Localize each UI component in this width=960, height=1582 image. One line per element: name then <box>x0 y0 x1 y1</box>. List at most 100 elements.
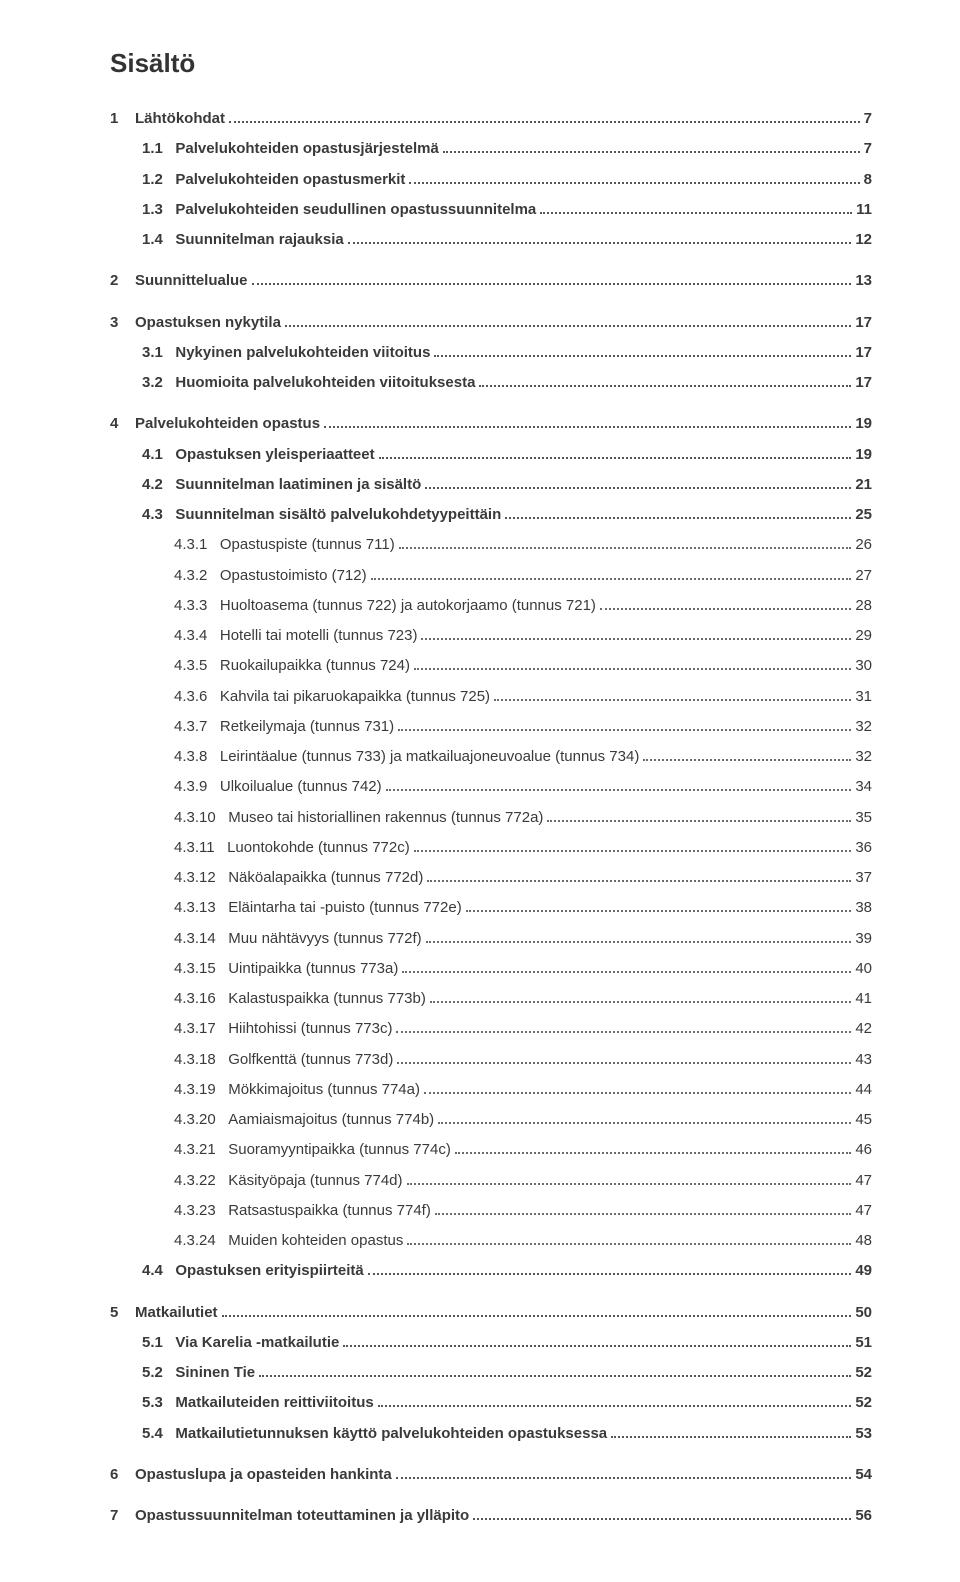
toc-entry-label: Suunnitelman sisältö palvelukohdetyypeit… <box>175 503 501 526</box>
toc-entry-page: 31 <box>855 685 872 708</box>
toc-entry: 6 Opastuslupa ja opasteiden hankinta54 <box>110 1463 872 1486</box>
toc-leader-dots <box>505 507 851 519</box>
toc-entry-label: Opastuslupa ja opasteiden hankinta <box>135 1463 392 1486</box>
toc-entry-label: Suunnitelman rajauksia <box>175 228 343 251</box>
toc-entry: 4.3.13 Eläintarha tai -puisto (tunnus 77… <box>110 896 872 919</box>
toc-leader-dots <box>259 1365 851 1377</box>
toc-leader-dots <box>368 1263 852 1275</box>
toc-leader-dots <box>398 719 851 731</box>
toc-entry-page: 29 <box>855 624 872 647</box>
toc-entry: 4.3.6 Kahvila tai pikaruokapaikka (tunnu… <box>110 685 872 708</box>
toc-entry-label: Lähtökohdat <box>135 107 225 130</box>
toc-entry-label: Leirintäalue (tunnus 733) ja matkailuajo… <box>220 745 639 768</box>
toc-entry-number: 4.3.6 <box>174 685 220 708</box>
toc-entry-number: 4.3.8 <box>174 745 220 768</box>
toc-entry-number: 4.3.18 <box>174 1048 228 1071</box>
toc-entry-number: 2 <box>110 269 135 292</box>
toc-entry-number: 4.3.24 <box>174 1229 228 1252</box>
toc-entry-number: 5.2 <box>142 1361 175 1384</box>
toc-entry-number: 5 <box>110 1301 135 1324</box>
toc-entry-label: Suunnittelualue <box>135 269 248 292</box>
toc-entry-label: Mökkimajoitus (tunnus 774a) <box>228 1078 420 1101</box>
toc-entry-number: 4.3.3 <box>174 594 220 617</box>
toc-entry-number: 7 <box>110 1504 135 1527</box>
toc-leader-dots <box>407 1233 851 1245</box>
toc-entry-label: Palvelukohteiden opastusjärjestelmä <box>175 137 438 160</box>
toc-entry-page: 47 <box>855 1169 872 1192</box>
toc-entry-page: 48 <box>855 1229 872 1252</box>
toc-entry-number: 4.3.12 <box>174 866 228 889</box>
toc-entry: 4.3.7 Retkeilymaja (tunnus 731)32 <box>110 715 872 738</box>
toc-entry-number: 5.3 <box>142 1391 175 1414</box>
toc-entry-page: 27 <box>855 564 872 587</box>
toc-entry-label: Kalastuspaikka (tunnus 773b) <box>228 987 426 1010</box>
toc-entry-label: Muiden kohteiden opastus <box>228 1229 403 1252</box>
toc-entry-label: Suunnitelman laatiminen ja sisältö <box>175 473 421 496</box>
toc-leader-dots <box>379 447 852 459</box>
toc-entry-number: 4.3.9 <box>174 775 220 798</box>
toc-entry-page: 28 <box>855 594 872 617</box>
toc-leader-dots <box>396 1467 852 1479</box>
toc-entry: 4.3.22 Käsityöpaja (tunnus 774d)47 <box>110 1169 872 1192</box>
toc-entry-page: 42 <box>855 1017 872 1040</box>
toc-leader-dots <box>409 172 859 184</box>
toc-leader-dots <box>430 991 851 1003</box>
toc-entry: 1.1 Palvelukohteiden opastusjärjestelmä7 <box>110 137 872 160</box>
toc-entry-page: 50 <box>855 1301 872 1324</box>
toc-entry: 4.3.4 Hotelli tai motelli (tunnus 723)29 <box>110 624 872 647</box>
toc-entry-number: 4.3.11 <box>174 836 227 859</box>
toc-entry: 2 Suunnittelualue13 <box>110 269 872 292</box>
toc-entry-page: 32 <box>855 745 872 768</box>
toc-entry-label: Sininen Tie <box>175 1361 255 1384</box>
toc-entry-page: 53 <box>855 1422 872 1445</box>
toc-entry: 4.3.14 Muu nähtävyys (tunnus 772f)39 <box>110 927 872 950</box>
toc-entry-page: 7 <box>864 107 872 130</box>
toc-entry: 1.4 Suunnitelman rajauksia12 <box>110 228 872 251</box>
toc-entry-label: Palvelukohteiden opastusmerkit <box>175 168 405 191</box>
toc-entry-number: 1.3 <box>142 198 175 221</box>
toc-entry: 4.3.5 Ruokailupaikka (tunnus 724)30 <box>110 654 872 677</box>
toc-entry: 5.4 Matkailutietunnuksen käyttö palveluk… <box>110 1422 872 1445</box>
toc-entry-label: Golfkenttä (tunnus 773d) <box>228 1048 393 1071</box>
toc-leader-dots <box>443 141 860 153</box>
toc-leader-dots <box>285 315 851 327</box>
toc-entry-label: Opastussuunnitelman toteuttaminen ja yll… <box>135 1504 469 1527</box>
toc-entry-label: Museo tai historiallinen rakennus (tunnu… <box>228 806 543 829</box>
toc-entry-number: 4.3.4 <box>174 624 220 647</box>
toc-leader-dots <box>600 598 851 610</box>
toc-entry-label: Ratsastuspaikka (tunnus 774f) <box>228 1199 431 1222</box>
toc-entry: 4.3.9 Ulkoilualue (tunnus 742)34 <box>110 775 872 798</box>
toc-leader-dots <box>386 779 852 791</box>
toc-entry-label: Opastuksen nykytila <box>135 311 281 334</box>
toc-entry-label: Muu nähtävyys (tunnus 772f) <box>228 927 421 950</box>
toc-entry-label: Suoramyyntipaikka (tunnus 774c) <box>228 1138 451 1161</box>
toc-entry-number: 4.3.13 <box>174 896 228 919</box>
toc-entry-number: 3.1 <box>142 341 175 364</box>
toc-entry-number: 4.3.15 <box>174 957 228 980</box>
toc-leader-dots <box>427 870 851 882</box>
toc-entry: 1 Lähtökohdat 7 <box>110 107 872 130</box>
toc-entry-page: 39 <box>855 927 872 950</box>
toc-entry-number: 4.4 <box>142 1259 175 1282</box>
toc-entry: 4.3 Suunnitelman sisältö palvelukohdetyy… <box>110 503 872 526</box>
toc-entry-page: 34 <box>855 775 872 798</box>
toc-entry-number: 4.3 <box>142 503 175 526</box>
toc-entry-number: 1 <box>110 107 135 130</box>
toc-leader-dots <box>466 900 852 912</box>
toc-entry: 4.3.19 Mökkimajoitus (tunnus 774a)44 <box>110 1078 872 1101</box>
toc-entry-number: 4.3.10 <box>174 806 228 829</box>
toc-entry: 4.3.8 Leirintäalue (tunnus 733) ja matka… <box>110 745 872 768</box>
toc-entry-label: Huomioita palvelukohteiden viitoituksest… <box>175 371 475 394</box>
toc-entry-page: 12 <box>855 228 872 251</box>
toc-entry-label: Matkailutietunnuksen käyttö palvelukohte… <box>175 1422 607 1445</box>
toc-entry-page: 32 <box>855 715 872 738</box>
toc-leader-dots <box>324 416 851 428</box>
toc-entry: 3.1 Nykyinen palvelukohteiden viitoitus1… <box>110 341 872 364</box>
toc-leader-dots <box>222 1305 852 1317</box>
toc-entry-page: 40 <box>855 957 872 980</box>
toc-entry-page: 30 <box>855 654 872 677</box>
toc-entry-number: 4.2 <box>142 473 175 496</box>
toc-entry-label: Luontokohde (tunnus 772c) <box>227 836 410 859</box>
toc-entry: 7 Opastussuunnitelman toteuttaminen ja y… <box>110 1504 872 1527</box>
toc-entry: 4.2 Suunnitelman laatiminen ja sisältö21 <box>110 473 872 496</box>
